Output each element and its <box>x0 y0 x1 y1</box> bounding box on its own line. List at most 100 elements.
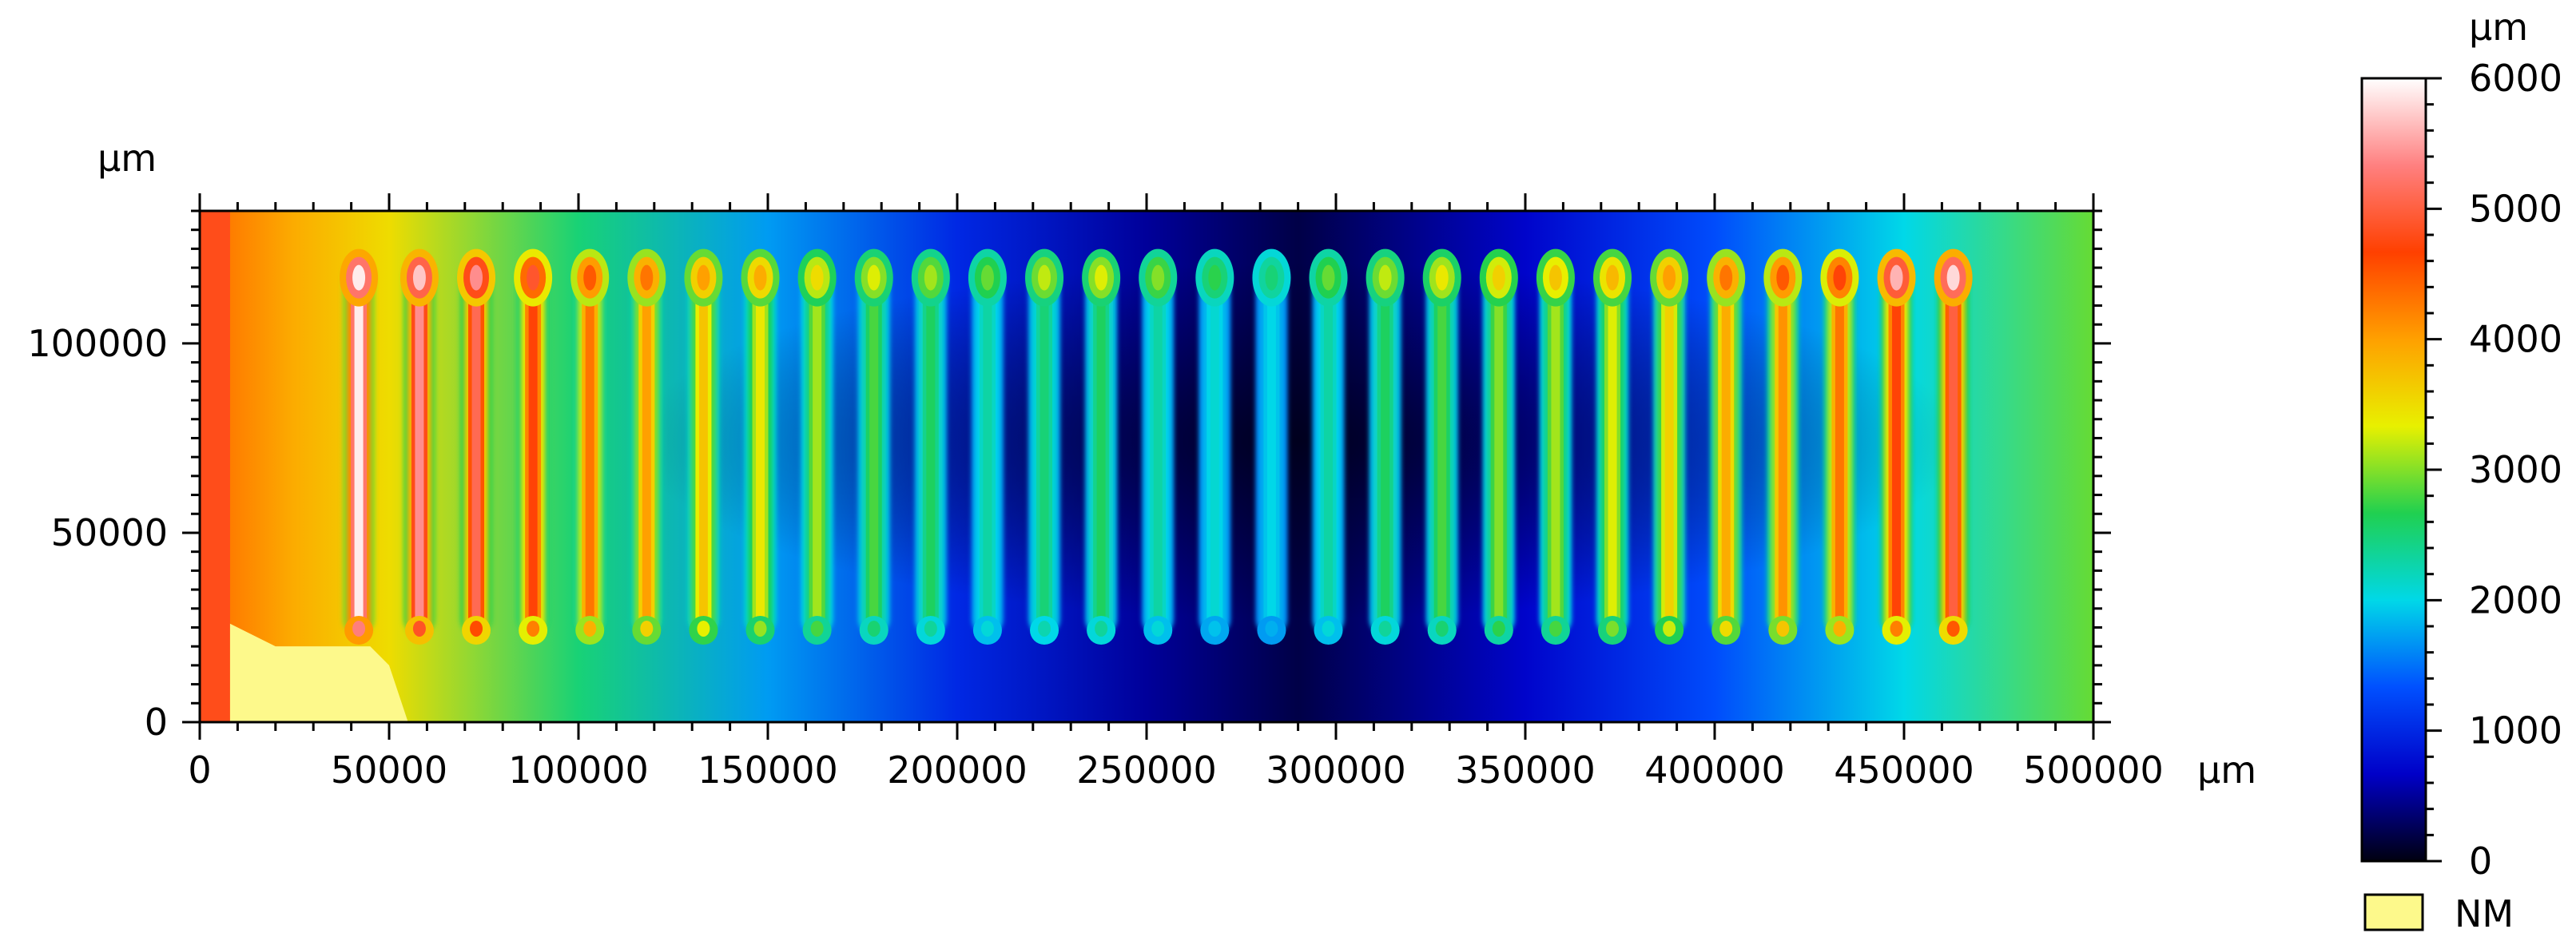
ridge-foot-core <box>352 620 366 637</box>
ridge-foot-core <box>810 620 824 637</box>
ridge-head <box>1719 264 1733 291</box>
ridge-head <box>352 264 366 291</box>
ridge <box>1707 248 1746 645</box>
ridge-head <box>1833 264 1847 291</box>
ridge-foot-core <box>1663 620 1676 637</box>
ridge-layer <box>698 260 708 635</box>
ridge-head <box>753 264 767 291</box>
ridge-layer <box>1664 260 1674 635</box>
ridge-foot-core <box>697 620 710 637</box>
ridge-head <box>1378 264 1392 291</box>
ridge-layer <box>585 260 594 635</box>
colorbar-tick-label: 5000 <box>2469 187 2562 230</box>
ridge-layer <box>983 260 992 635</box>
ridge <box>1082 248 1121 645</box>
ridge <box>1422 248 1461 645</box>
ridge <box>627 248 666 645</box>
ridge <box>1877 248 1916 645</box>
ridge-foot-core <box>527 620 540 637</box>
ridge-foot-core <box>753 620 767 637</box>
ridge-foot-core <box>1435 620 1449 637</box>
x-tick-label: 150000 <box>698 748 838 792</box>
legend: NM <box>2363 892 2514 935</box>
ridge-layer <box>354 260 364 635</box>
ridge-head <box>527 264 540 291</box>
ridge-layer <box>1096 260 1106 635</box>
ridge-head <box>867 264 881 291</box>
ridge <box>1309 248 1348 645</box>
ridge-head <box>1548 264 1562 291</box>
ridge-foot-core <box>1151 620 1165 637</box>
ridge-layer <box>1949 260 1958 635</box>
ridge-foot-core <box>583 620 597 637</box>
y-tick-label: 0 <box>145 701 168 744</box>
ridge-foot-core <box>1890 620 1903 637</box>
x-tick-label: 450000 <box>1834 748 1974 792</box>
ridge-head <box>1208 264 1222 291</box>
colorbar-tick-label: 2000 <box>2469 578 2562 621</box>
colorbar-tick-label: 6000 <box>2469 57 2562 100</box>
colorbar: 0 1000 2000 3000 4000 5000 6000 µm <box>2360 6 2562 883</box>
ridge-layer <box>1266 260 1276 635</box>
ridge <box>797 248 837 645</box>
y-axis-tick-labels: 0 50000 100000 <box>27 322 168 744</box>
ridge <box>1763 248 1803 645</box>
ridge <box>1650 248 1689 645</box>
x-tick-label: 200000 <box>887 748 1028 792</box>
ridge-layer <box>1210 260 1219 635</box>
y-axis-ticks <box>182 209 2111 724</box>
ridge-head <box>1946 264 1960 291</box>
ridge-layer <box>415 260 424 635</box>
colorbar-tick-label: 3000 <box>2469 448 2562 491</box>
ridge-head <box>1151 264 1165 291</box>
x-tick-label: 250000 <box>1076 748 1217 792</box>
ridge-foot-core <box>1265 620 1278 637</box>
ridge-layer <box>1153 260 1163 635</box>
ridge-layer <box>1040 260 1049 635</box>
ridge-foot-core <box>412 620 426 637</box>
ridge-head <box>1322 264 1335 291</box>
ridge <box>968 248 1007 645</box>
ridge-layer <box>1721 260 1731 635</box>
ridge-foot-core <box>1719 620 1733 637</box>
ridge-foot-core <box>1606 620 1620 637</box>
ridge-layer <box>528 260 538 635</box>
ridge-layer <box>1835 260 1844 635</box>
ridge <box>514 248 553 645</box>
colorbar-tick-labels: 0 1000 2000 3000 4000 5000 6000 <box>2469 57 2562 883</box>
ridge <box>1195 248 1234 645</box>
ridge-head <box>924 264 937 291</box>
ridge <box>1139 248 1178 645</box>
plot-area <box>200 211 2093 722</box>
ridge-foot-core <box>980 620 994 637</box>
ridge-head <box>1663 264 1676 291</box>
ridge-foot-core <box>1548 620 1562 637</box>
colorbar-ticks <box>2426 77 2442 863</box>
ridge-layer <box>1778 260 1787 635</box>
ridge-foot-core <box>1776 620 1790 637</box>
ridge-head <box>412 264 426 291</box>
y-tick-label: 100000 <box>27 322 168 365</box>
ridge-foot-core <box>640 620 654 637</box>
ridge <box>854 248 893 645</box>
ridge-layer <box>869 260 879 635</box>
ridge-foot-core <box>1492 620 1505 637</box>
legend-swatch-nm <box>2363 893 2424 931</box>
ridge-layer <box>813 260 822 635</box>
ridge <box>1593 248 1632 645</box>
ridge-head <box>1265 264 1278 291</box>
ridge-head <box>1606 264 1620 291</box>
colorbar-tick-label: 4000 <box>2469 318 2562 361</box>
ridge <box>1252 248 1291 645</box>
ridge <box>911 248 950 645</box>
ridge-layer <box>1324 260 1334 635</box>
ridge-layer <box>1892 260 1902 635</box>
ridge <box>400 248 439 645</box>
legend-label-nm: NM <box>2455 892 2514 935</box>
ridge-foot-core <box>1208 620 1222 637</box>
ridge-foot-core <box>1095 620 1108 637</box>
ridge-foot-core <box>1833 620 1847 637</box>
ridge-head <box>1890 264 1903 291</box>
